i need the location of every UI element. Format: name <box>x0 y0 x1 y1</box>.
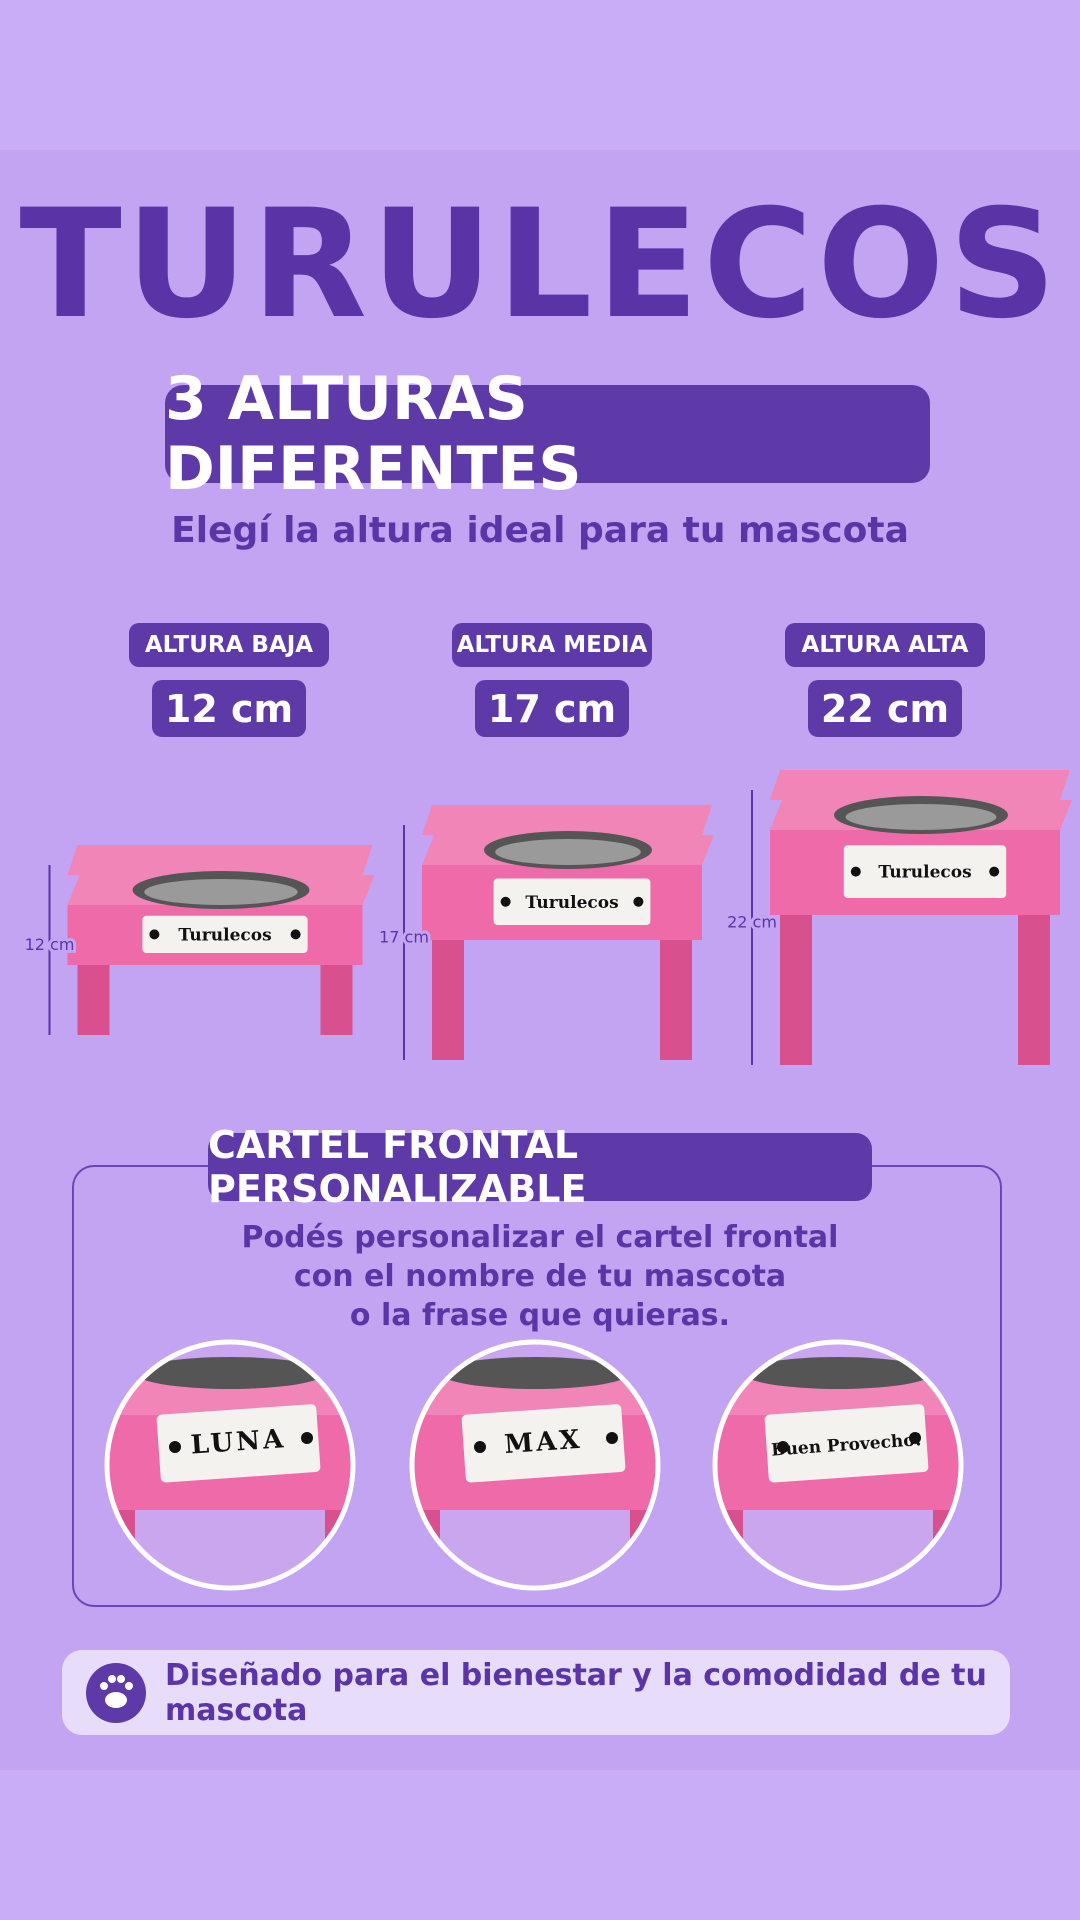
dimension-label: 12 cm <box>25 935 75 954</box>
example: LUNA <box>107 1357 353 1588</box>
brand: TURULECOS <box>19 178 1061 352</box>
sign <box>493 878 651 925</box>
sign-screw <box>777 1441 789 1453</box>
dimension-label: 22 cm <box>727 913 777 932</box>
example-ring <box>712 1339 964 1591</box>
stand-leg <box>933 1510 961 1588</box>
custom-line: o la frase que quieras. <box>349 1298 731 1333</box>
stand-leg <box>320 965 353 1035</box>
sign-screw <box>909 1432 921 1444</box>
sign <box>142 915 308 953</box>
sign-screw <box>989 866 1000 877</box>
bowl <box>743 1357 933 1389</box>
sign-screw <box>474 1441 486 1453</box>
example-text: LUNA <box>190 1424 287 1461</box>
sign <box>156 1404 321 1483</box>
bowl <box>440 1357 630 1389</box>
paw-toe <box>108 1675 116 1683</box>
stand-top <box>67 845 373 875</box>
stand-leg <box>715 1510 743 1588</box>
footer-text: Diseñado para el bienestar y la comodida… <box>165 1657 987 1728</box>
sign-screw <box>290 929 301 940</box>
stand-leg <box>630 1510 658 1588</box>
sign-screw <box>633 896 644 907</box>
sign-text: Turulecos <box>878 863 971 883</box>
stand-leg <box>660 940 692 1060</box>
sign-screw <box>606 1432 618 1444</box>
bowl <box>135 1357 325 1389</box>
custom-line: con el nombre de tu mascota <box>293 1259 787 1294</box>
custom-line: Podés personalizar el cartel frontal <box>241 1220 839 1255</box>
sign-text: Turulecos <box>178 925 271 945</box>
paw-toe <box>117 1675 125 1683</box>
stand-leg <box>432 940 464 1060</box>
subtitle: Elegí la altura ideal para tu mascota <box>171 510 909 551</box>
stand-leg <box>325 1510 353 1588</box>
height-value: 12 cm <box>152 680 306 737</box>
sign-screw <box>169 1441 181 1453</box>
sign <box>764 1404 929 1483</box>
example-ring <box>409 1339 661 1591</box>
bowl-inner <box>845 804 997 830</box>
height-label: ALTURA BAJA <box>129 623 329 667</box>
example-text: MAX <box>503 1425 583 1460</box>
stand-top <box>770 770 1070 800</box>
stand-leg <box>412 1510 440 1588</box>
sign <box>843 845 1007 898</box>
height-label: ALTURA ALTA <box>785 623 985 667</box>
bowl-inner <box>495 839 641 865</box>
height-label: ALTURA MEDIA <box>452 623 652 667</box>
sign <box>461 1404 626 1483</box>
stand-leg <box>780 915 812 1065</box>
stand-leg <box>77 965 110 1035</box>
example: MAX <box>412 1357 658 1588</box>
sign-screw <box>301 1432 313 1444</box>
sign-screw <box>149 929 160 940</box>
paw-toe <box>125 1682 133 1690</box>
example-ring <box>104 1339 356 1591</box>
height-value: 22 cm <box>808 680 962 737</box>
stand-top <box>422 805 712 835</box>
height-value: 17 cm <box>475 680 629 737</box>
stand-leg <box>1018 915 1050 1065</box>
footer-box <box>62 1650 1010 1735</box>
dimension-label: 17 cm <box>379 928 429 947</box>
sign-screw <box>500 896 511 907</box>
sign-screw <box>850 866 861 877</box>
paw-pad <box>105 1692 127 1708</box>
sign-text: Turulecos <box>525 893 618 913</box>
stand-leg <box>107 1510 135 1588</box>
bowl-inner <box>144 879 298 905</box>
paw-toe <box>100 1682 108 1690</box>
